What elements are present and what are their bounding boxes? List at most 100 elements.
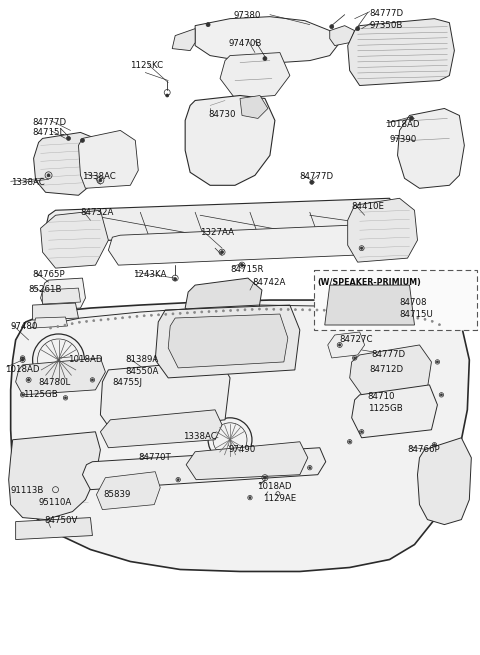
Polygon shape (397, 109, 464, 188)
Text: 84765P: 84765P (33, 270, 65, 279)
Circle shape (47, 174, 50, 177)
Polygon shape (78, 130, 138, 188)
Circle shape (337, 310, 339, 312)
Circle shape (71, 323, 73, 325)
Circle shape (438, 324, 441, 326)
Circle shape (249, 496, 251, 498)
Circle shape (436, 361, 438, 363)
Polygon shape (352, 385, 437, 438)
Circle shape (309, 467, 311, 469)
Polygon shape (41, 210, 108, 268)
Circle shape (78, 321, 80, 323)
Circle shape (206, 23, 210, 27)
Text: 1129AE: 1129AE (263, 494, 296, 502)
Circle shape (67, 136, 71, 140)
Circle shape (244, 309, 246, 310)
Circle shape (381, 311, 383, 313)
Circle shape (330, 25, 334, 29)
Text: 95110A: 95110A (38, 498, 72, 506)
Circle shape (338, 344, 341, 346)
Circle shape (424, 318, 426, 320)
Circle shape (395, 314, 397, 316)
Circle shape (174, 278, 177, 280)
Text: 84715U: 84715U (399, 310, 433, 319)
Circle shape (301, 309, 303, 310)
Polygon shape (11, 300, 469, 571)
Polygon shape (108, 225, 360, 265)
Text: 84755J: 84755J (112, 378, 143, 387)
Text: 84780L: 84780L (38, 378, 71, 387)
Circle shape (360, 431, 363, 433)
Circle shape (352, 310, 354, 312)
Text: 1125KC: 1125KC (130, 60, 164, 69)
Circle shape (100, 319, 102, 321)
Polygon shape (34, 317, 68, 328)
Text: 84550A: 84550A (125, 367, 159, 376)
Text: 84777D: 84777D (372, 350, 406, 359)
Circle shape (240, 263, 243, 267)
Circle shape (280, 309, 282, 310)
Text: 84777D: 84777D (370, 9, 404, 18)
Polygon shape (348, 18, 455, 86)
Polygon shape (83, 448, 326, 490)
Circle shape (27, 379, 30, 381)
Circle shape (143, 315, 145, 317)
Circle shape (22, 357, 24, 359)
Text: 1018AD: 1018AD (5, 365, 39, 374)
Circle shape (177, 479, 179, 481)
Circle shape (265, 308, 267, 310)
Text: 1338AC: 1338AC (83, 172, 116, 181)
Text: 84742A: 84742A (252, 278, 285, 287)
Text: 97470B: 97470B (228, 39, 262, 48)
Circle shape (237, 309, 239, 311)
Circle shape (359, 310, 361, 312)
Circle shape (201, 311, 203, 313)
Polygon shape (100, 410, 222, 448)
Text: 84777D: 84777D (33, 119, 67, 128)
Circle shape (220, 251, 224, 253)
Text: 97390: 97390 (390, 136, 417, 144)
Circle shape (107, 318, 109, 320)
Circle shape (287, 309, 289, 310)
Circle shape (121, 317, 123, 319)
Text: 1125GB: 1125GB (23, 390, 58, 399)
Circle shape (222, 310, 224, 312)
Circle shape (441, 394, 443, 396)
Circle shape (49, 327, 51, 329)
Text: 84730: 84730 (208, 111, 236, 119)
Circle shape (99, 179, 102, 182)
Circle shape (433, 443, 435, 446)
Text: 1243KA: 1243KA (133, 270, 167, 279)
Polygon shape (185, 278, 262, 320)
Text: 85839: 85839 (103, 490, 131, 498)
Text: 97480: 97480 (11, 322, 38, 331)
Text: 97380: 97380 (233, 10, 261, 20)
Bar (314, 270, 477, 330)
Polygon shape (172, 29, 195, 50)
Text: 84410E: 84410E (352, 202, 384, 212)
Polygon shape (186, 441, 308, 479)
Circle shape (258, 308, 260, 310)
Circle shape (193, 311, 195, 313)
Polygon shape (46, 198, 399, 242)
Text: 1338AC: 1338AC (11, 178, 45, 187)
Text: 84750V: 84750V (45, 515, 78, 525)
Text: 85261B: 85261B (29, 285, 62, 294)
Polygon shape (16, 358, 106, 395)
Text: 84708: 84708 (399, 298, 427, 307)
Text: 81389A: 81389A (125, 355, 158, 364)
Circle shape (388, 312, 390, 314)
Polygon shape (41, 278, 85, 310)
Circle shape (179, 312, 181, 314)
Circle shape (417, 317, 419, 319)
Circle shape (366, 301, 373, 309)
Circle shape (215, 310, 217, 312)
Text: 84766P: 84766P (408, 445, 440, 454)
Circle shape (136, 315, 138, 318)
Circle shape (22, 359, 24, 361)
Polygon shape (350, 345, 432, 395)
Circle shape (165, 313, 167, 315)
Polygon shape (325, 285, 415, 325)
Polygon shape (348, 198, 418, 262)
Circle shape (373, 311, 376, 313)
